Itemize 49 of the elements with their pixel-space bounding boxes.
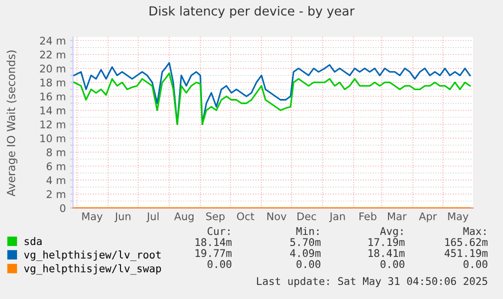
legend-label: sda <box>24 237 42 246</box>
legend-label: vg_helpthisjew/lv_root <box>24 250 161 261</box>
text: 165.62m <box>445 238 488 246</box>
legend-label: vg_helpthisjew/lv_swap <box>24 264 161 275</box>
text: 0.00 <box>380 260 404 268</box>
x-tick-label: Feb <box>360 212 376 220</box>
x-tick-label: Jul <box>146 212 159 222</box>
text: 18.14m <box>196 238 232 246</box>
y-tick-label: 24 m <box>40 36 66 44</box>
text: Last update: Sat May 31 04:50:06 2025 <box>257 276 488 288</box>
text: Max: <box>463 227 486 236</box>
y-tick-label: 4 m <box>46 176 66 184</box>
line-series <box>73 72 471 126</box>
text: Cur: <box>208 227 230 236</box>
text: 0.00 <box>296 260 320 268</box>
x-tick-label: Nov <box>267 212 286 220</box>
y-tick-label: 14 m <box>40 106 66 114</box>
x-tick-label: Mar <box>388 212 407 220</box>
y-tick-label: 16 m <box>40 92 66 100</box>
chart-title: Disk latency per device - by year <box>150 6 355 18</box>
y-axis-title: Average IO Wait (seconds) <box>6 50 18 196</box>
text: 0.00 <box>464 260 488 268</box>
x-tick-label: Sep <box>206 212 225 222</box>
y-tick-label: 8 m <box>46 148 66 156</box>
y-tick-label: 6 m <box>46 162 66 170</box>
x-tick-label: Jun <box>114 212 130 222</box>
x-tick-label: May <box>82 212 103 222</box>
x-tick-label: Oct <box>237 212 254 220</box>
text: 17.19m <box>368 238 405 246</box>
x-tick-label: May <box>448 212 468 222</box>
x-tick-label: Aug <box>174 212 194 222</box>
text: Avg: <box>380 227 402 238</box>
x-tick-label: Jan <box>329 212 345 222</box>
y-tick-label: 2 m <box>46 190 66 198</box>
x-tick-label: Dec <box>298 212 316 220</box>
text: 19.77m <box>196 249 232 258</box>
text: Min: <box>296 226 318 235</box>
text: 18.41m <box>368 249 405 258</box>
y-tick-label: 20 m <box>40 64 66 73</box>
y-tick-label: 0 <box>60 204 66 212</box>
text: 5.70m <box>290 238 321 246</box>
y-tick-label: 12 m <box>40 120 66 128</box>
y-tick-label: 22 m <box>40 50 66 58</box>
text: 4.09m <box>290 249 321 258</box>
y-tick-label: 10 m <box>40 134 66 142</box>
text: 451.19m <box>444 249 488 258</box>
y-tick-label: 18 m <box>40 78 66 86</box>
text: 0.00 <box>208 260 232 268</box>
x-tick-label: Apr <box>418 212 437 222</box>
